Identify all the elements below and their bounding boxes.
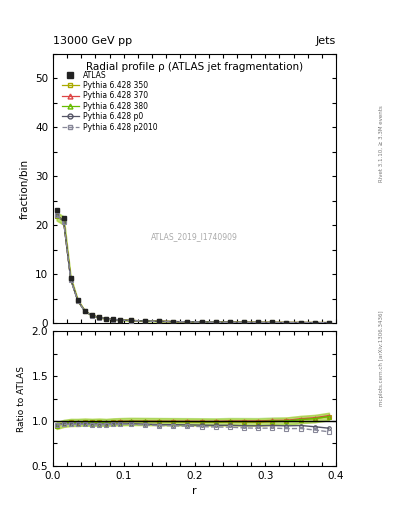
Text: Rivet 3.1.10, ≥ 3.3M events: Rivet 3.1.10, ≥ 3.3M events	[379, 105, 384, 182]
X-axis label: r: r	[192, 486, 197, 496]
Y-axis label: Ratio to ATLAS: Ratio to ATLAS	[17, 366, 26, 432]
Text: ATLAS_2019_I1740909: ATLAS_2019_I1740909	[151, 232, 238, 242]
Text: Radial profile ρ (ATLAS jet fragmentation): Radial profile ρ (ATLAS jet fragmentatio…	[86, 62, 303, 72]
Text: mcplots.cern.ch [arXiv:1306.3436]: mcplots.cern.ch [arXiv:1306.3436]	[379, 311, 384, 406]
Legend: ATLAS, Pythia 6.428 350, Pythia 6.428 370, Pythia 6.428 380, Pythia 6.428 p0, Py: ATLAS, Pythia 6.428 350, Pythia 6.428 37…	[60, 69, 160, 134]
Y-axis label: fraction/bin: fraction/bin	[20, 158, 29, 219]
Text: Jets: Jets	[316, 36, 336, 46]
Text: 13000 GeV pp: 13000 GeV pp	[53, 36, 132, 46]
